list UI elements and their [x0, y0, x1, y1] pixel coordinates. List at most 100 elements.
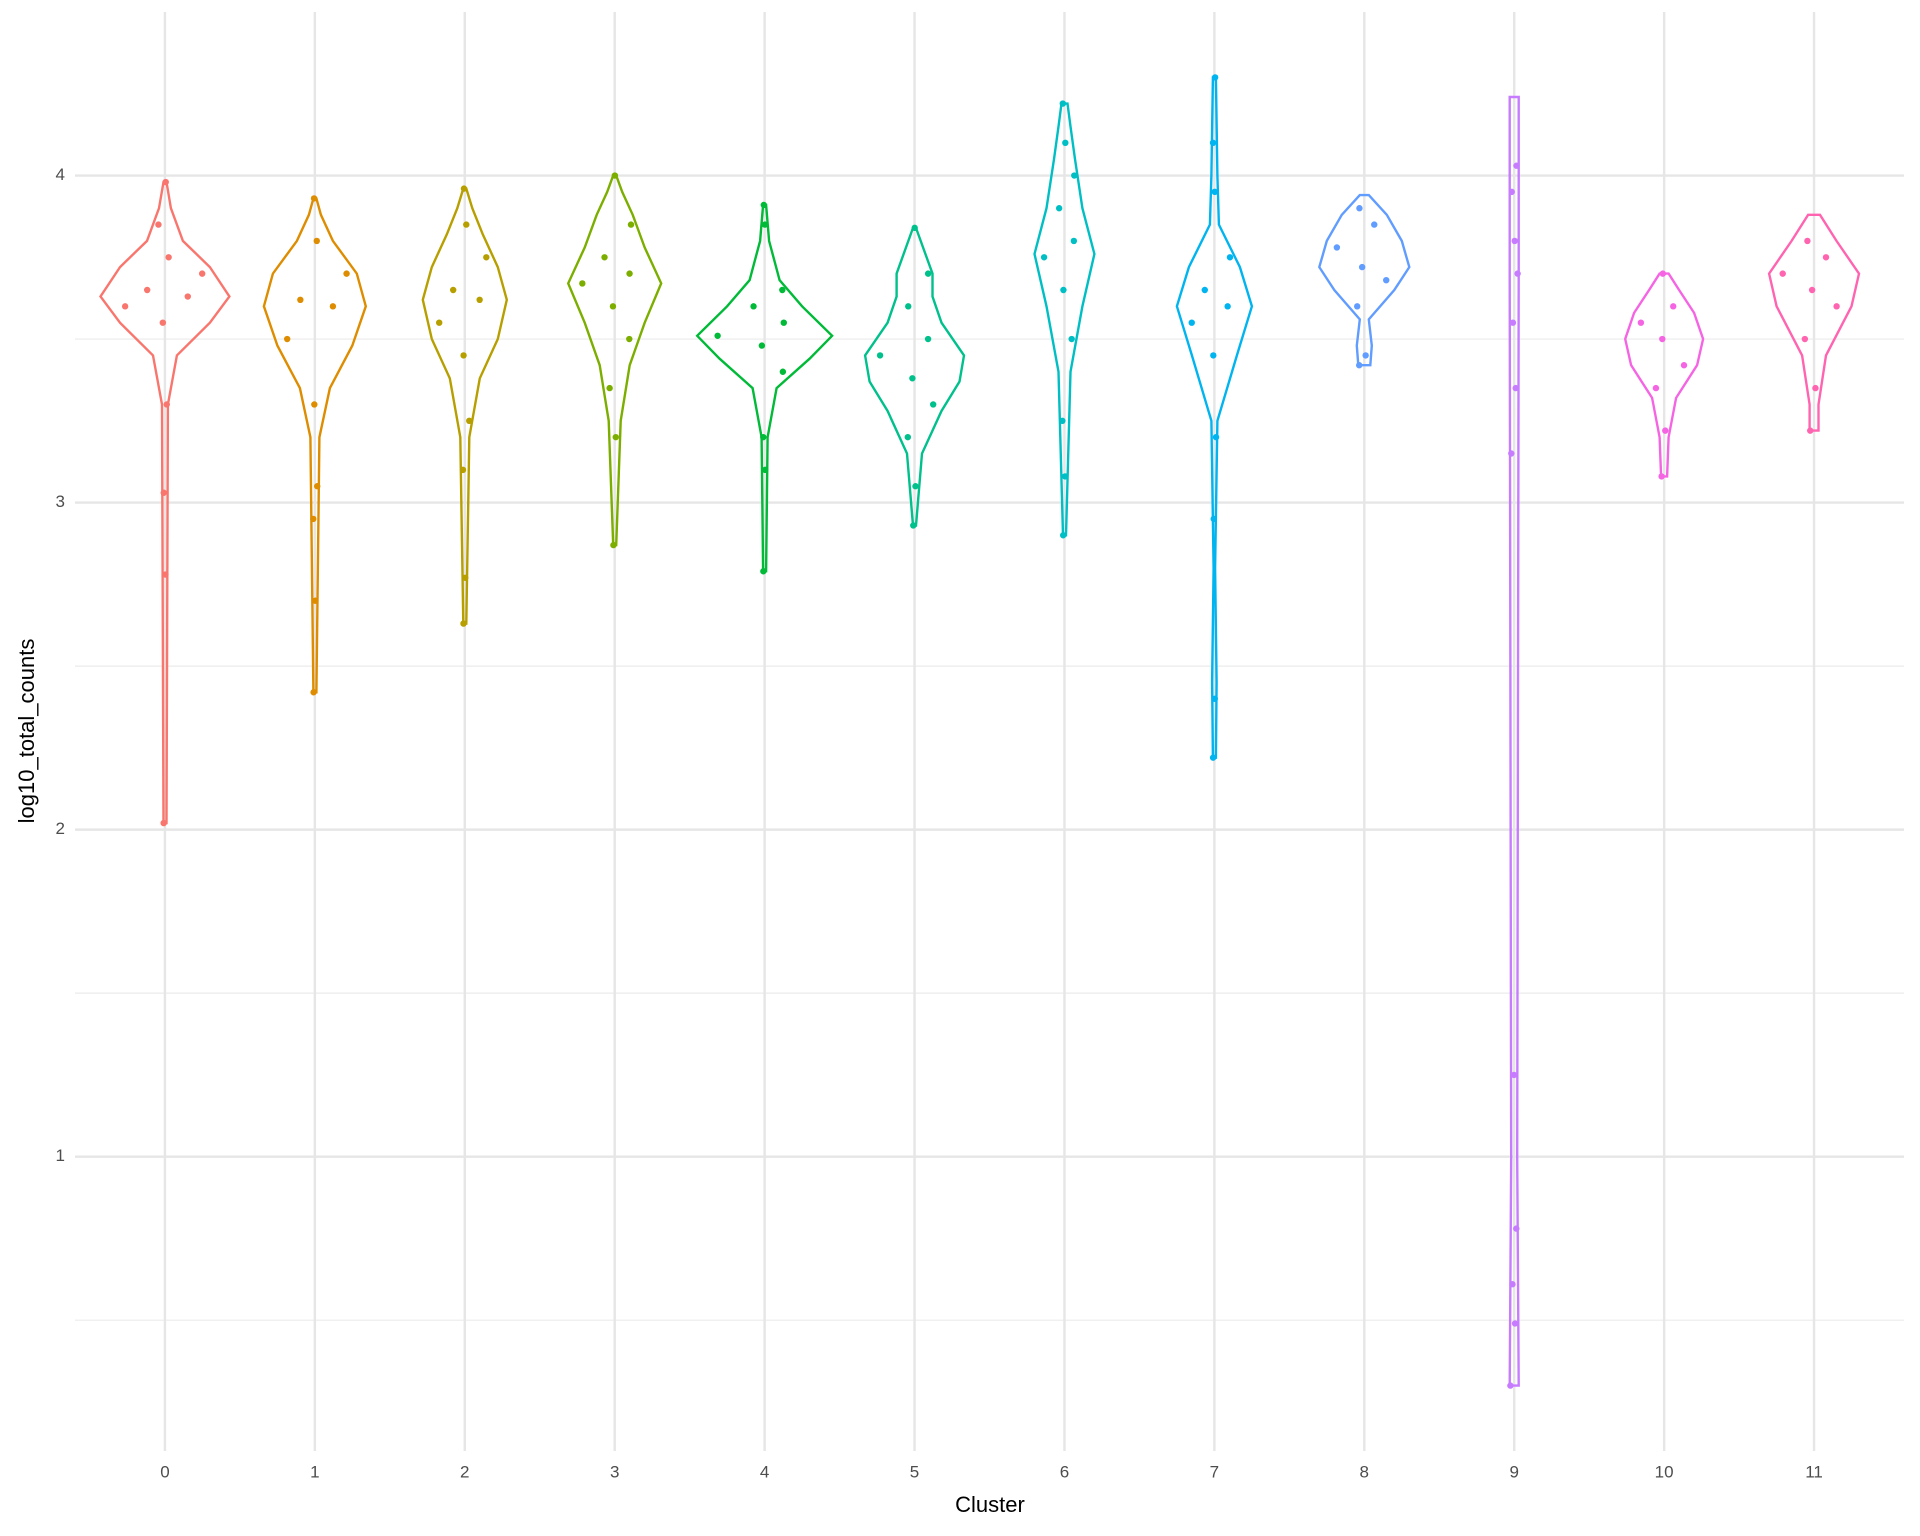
point — [1508, 450, 1515, 457]
y-tick-label: 2 — [56, 819, 65, 838]
point — [1210, 515, 1217, 523]
point — [1209, 139, 1217, 147]
point — [310, 195, 318, 202]
point — [155, 221, 162, 228]
point — [1055, 205, 1063, 212]
point — [761, 466, 769, 474]
point — [483, 254, 490, 261]
point — [162, 571, 169, 578]
point — [1812, 384, 1819, 392]
point — [311, 401, 318, 408]
x-tick-label: 5 — [910, 1462, 919, 1481]
point — [1070, 237, 1078, 245]
point — [460, 185, 468, 192]
point — [1071, 172, 1078, 179]
x-tick-label: 2 — [460, 1462, 469, 1481]
point — [910, 522, 917, 529]
x-axis-title: Cluster — [955, 1492, 1025, 1517]
y-tick-label: 3 — [56, 492, 65, 511]
point — [1212, 433, 1220, 441]
point — [609, 303, 617, 310]
point — [310, 515, 317, 523]
point — [460, 352, 467, 359]
point — [905, 303, 912, 310]
violin — [1317, 193, 1411, 367]
point — [924, 270, 932, 277]
point — [714, 332, 721, 339]
point — [1224, 303, 1231, 310]
point — [159, 319, 167, 326]
point — [1680, 362, 1688, 369]
point — [924, 335, 932, 343]
point — [198, 270, 206, 277]
point — [1226, 254, 1234, 261]
point — [1511, 237, 1518, 245]
point — [1059, 417, 1066, 425]
point — [1509, 1281, 1516, 1288]
point — [760, 433, 767, 441]
point — [459, 466, 467, 474]
point — [1068, 335, 1075, 343]
point — [343, 270, 350, 277]
point — [160, 819, 167, 827]
point — [579, 280, 586, 287]
point — [779, 286, 786, 294]
point — [297, 296, 304, 303]
point — [165, 254, 172, 261]
point — [601, 254, 608, 261]
point — [449, 286, 457, 294]
x-tick-label: 6 — [1060, 1462, 1069, 1481]
point — [1508, 188, 1515, 196]
point — [1659, 270, 1667, 277]
point — [310, 689, 317, 696]
point — [466, 417, 473, 425]
point — [314, 483, 321, 490]
x-tick-label: 9 — [1509, 1462, 1518, 1481]
point — [1040, 254, 1048, 261]
point — [1211, 188, 1218, 196]
point — [909, 375, 916, 382]
x-tick-label: 0 — [160, 1462, 169, 1481]
x-tick-label: 1 — [310, 1462, 319, 1481]
y-axis-title: log10_total_counts — [14, 639, 39, 824]
point — [1061, 473, 1069, 480]
point — [1333, 244, 1341, 251]
point — [1362, 352, 1369, 359]
violin — [1767, 213, 1861, 432]
x-tick-label: 8 — [1360, 1462, 1369, 1481]
point — [904, 433, 912, 441]
point — [610, 541, 617, 549]
point — [779, 368, 787, 375]
point — [1658, 473, 1665, 480]
point — [1059, 100, 1067, 107]
point — [612, 433, 619, 441]
point — [1807, 427, 1814, 434]
point — [329, 303, 337, 310]
point — [1652, 384, 1660, 392]
point — [1356, 205, 1363, 212]
point — [760, 201, 768, 209]
point — [435, 319, 443, 326]
point — [1512, 384, 1519, 392]
point — [1060, 286, 1067, 294]
point — [1210, 352, 1217, 359]
point — [780, 319, 787, 326]
point — [1779, 270, 1786, 277]
point — [1808, 286, 1816, 294]
point — [1822, 254, 1830, 261]
point — [1513, 1225, 1520, 1232]
point — [912, 483, 919, 490]
point — [929, 401, 937, 408]
point — [1801, 335, 1809, 343]
point — [1509, 319, 1517, 326]
point — [160, 489, 167, 496]
point — [143, 286, 151, 294]
point — [1211, 74, 1219, 81]
point — [626, 335, 633, 343]
point — [1513, 162, 1520, 169]
point — [1507, 1382, 1514, 1389]
violin — [1508, 95, 1520, 1387]
y-tick-label: 1 — [56, 1146, 65, 1165]
point — [1637, 319, 1645, 326]
